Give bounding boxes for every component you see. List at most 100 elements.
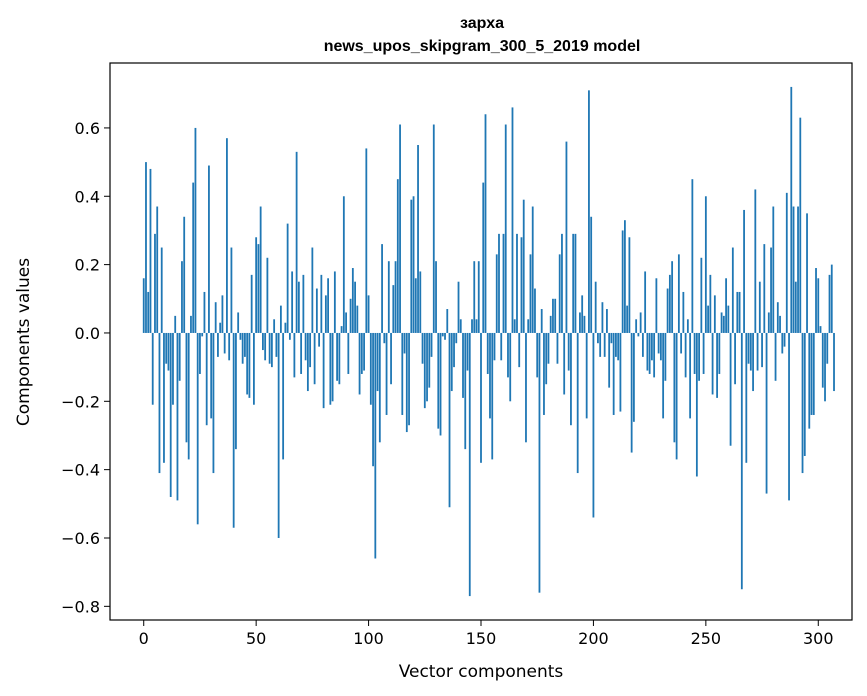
- bar-104: [376, 332, 379, 392]
- bar-245: [693, 332, 696, 374]
- bar-17: [181, 261, 183, 333]
- bar-179: [545, 332, 548, 385]
- bar-7: [158, 332, 161, 474]
- bar-125: [423, 332, 426, 409]
- bar-3: [149, 168, 152, 333]
- bar-203: [599, 332, 602, 357]
- bar-108: [385, 332, 388, 415]
- bar-118: [408, 332, 410, 426]
- bar-176: [538, 332, 541, 593]
- bar-27: [203, 291, 206, 333]
- bar-51: [257, 244, 260, 333]
- bar-60: [277, 332, 280, 538]
- bar-85: [333, 271, 336, 333]
- bar-93: [351, 268, 354, 333]
- bar-28: [205, 332, 208, 426]
- bar-302: [821, 332, 824, 388]
- bar-141: [459, 319, 462, 333]
- bar-226: [650, 332, 653, 361]
- bar-84: [331, 332, 334, 402]
- bar-5: [154, 233, 156, 333]
- bar-126: [426, 332, 428, 402]
- bar-286: [785, 192, 788, 333]
- bar-0: [142, 278, 145, 333]
- bar-239: [680, 332, 683, 354]
- bar-305: [828, 274, 831, 333]
- bar-177: [540, 309, 543, 333]
- bar-115: [401, 332, 404, 415]
- bar-173: [531, 206, 534, 333]
- x-axis-ticks: 0 50 100 150 200 250 300: [139, 620, 834, 648]
- bar-63: [284, 322, 287, 333]
- x-tick-label: 100: [353, 629, 384, 648]
- bar-294: [803, 332, 806, 456]
- bar-21: [190, 315, 192, 333]
- bar-102: [372, 332, 374, 467]
- bar-242: [686, 319, 689, 333]
- bar-204: [601, 302, 604, 333]
- bar-241: [684, 332, 687, 378]
- bar-268: [745, 332, 748, 463]
- bar-275: [761, 332, 763, 368]
- bar-225: [648, 332, 651, 374]
- bar-6: [156, 206, 159, 333]
- bar-138: [453, 332, 455, 368]
- bar-172: [529, 254, 532, 333]
- bar-53: [262, 332, 264, 351]
- bar-270: [749, 332, 752, 371]
- bar-12: [169, 332, 172, 497]
- bar-190: [570, 332, 572, 426]
- bar-279: [770, 247, 772, 333]
- bar-171: [527, 319, 530, 333]
- bar-184: [556, 332, 559, 364]
- bar-227: [653, 332, 656, 378]
- bar-38: [228, 332, 231, 361]
- bar-257: [720, 312, 723, 333]
- bar-293: [801, 332, 804, 474]
- bar-98: [363, 332, 365, 371]
- bar-54: [264, 332, 267, 361]
- bar-119: [410, 199, 413, 333]
- bar-70: [300, 332, 303, 374]
- bar-237: [675, 332, 678, 460]
- bar-122: [417, 145, 419, 333]
- bar-277: [765, 332, 768, 494]
- bar-90: [345, 312, 347, 333]
- y-tick-label: 0.6: [75, 119, 100, 138]
- bar-209: [612, 332, 615, 415]
- bar-61: [279, 305, 282, 333]
- bar-69: [297, 281, 300, 333]
- bar-113: [396, 179, 399, 333]
- bar-103: [374, 332, 377, 559]
- bar-33: [217, 332, 219, 357]
- bar-68: [295, 151, 298, 333]
- x-tick-label: 200: [578, 629, 609, 648]
- bar-52: [259, 206, 262, 333]
- bar-253: [711, 332, 714, 395]
- bar-139: [455, 332, 458, 344]
- bar-208: [610, 332, 613, 344]
- bar-71: [302, 274, 305, 333]
- bar-244: [691, 179, 694, 333]
- bar-101: [369, 332, 372, 405]
- bar-79: [320, 274, 323, 333]
- bar-34: [219, 322, 222, 333]
- bar-276: [763, 244, 766, 333]
- y-tick-label: 0.0: [75, 324, 100, 343]
- bar-24: [196, 332, 199, 525]
- bar-116: [403, 332, 406, 354]
- bar-238: [677, 254, 680, 333]
- bar-147: [473, 261, 476, 333]
- bar-192: [574, 233, 577, 333]
- bar-307: [833, 332, 835, 392]
- bar-250: [704, 196, 707, 333]
- bar-243: [689, 332, 692, 419]
- bar-187: [563, 332, 566, 395]
- bar-297: [810, 332, 813, 415]
- bar-110: [390, 332, 392, 385]
- bar-301: [819, 326, 822, 333]
- bar-219: [635, 319, 638, 333]
- bar-124: [421, 332, 424, 364]
- bar-95: [356, 305, 359, 333]
